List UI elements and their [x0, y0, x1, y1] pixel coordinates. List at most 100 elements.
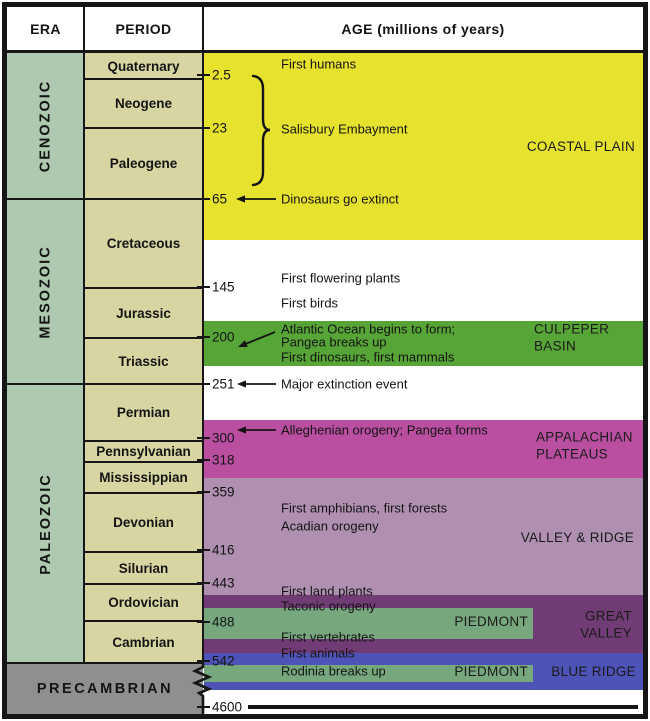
- event-text: First flowering plants: [281, 270, 401, 286]
- period-label: Triassic: [118, 353, 169, 369]
- period-divider-line: [84, 620, 203, 623]
- tick-mark: [197, 197, 210, 201]
- tick-mark: [197, 458, 210, 462]
- tick-mark: [197, 335, 210, 339]
- period-cell-silurian: Silurian: [84, 552, 203, 584]
- era-divider-line: [7, 383, 203, 386]
- period-cell-cambrian: Cambrian: [84, 621, 203, 663]
- period-label: Devonian: [113, 515, 174, 530]
- period-cell-triassic: Triassic: [84, 338, 203, 384]
- period-label: Neogene: [114, 96, 172, 111]
- period-label: Quaternary: [107, 58, 180, 74]
- tick-label-251: 251: [212, 376, 235, 392]
- period-label: Silurian: [118, 560, 169, 576]
- province-label-line: VALLEY & RIDGE: [520, 529, 634, 545]
- province-label-line: BASIN: [534, 338, 577, 353]
- period-divider-line: [84, 461, 203, 464]
- period-divider-line: [84, 127, 203, 130]
- tick-label-488: 488: [212, 614, 235, 630]
- period-divider-line: [84, 551, 203, 554]
- tick-label-300: 300: [212, 430, 235, 446]
- period-cell-devonian: Devonian: [84, 493, 203, 552]
- piedmont-upper-label: PIEDMONT: [454, 614, 528, 631]
- period-label: Mississippian: [99, 470, 188, 485]
- great-valley-label: GREAT VALLEY: [580, 609, 632, 642]
- tick-mark: [197, 581, 210, 585]
- period-label: Cambrian: [112, 634, 175, 650]
- province-label-line: BLUE RIDGE: [551, 663, 636, 679]
- period-label: Ordovician: [108, 595, 179, 610]
- event-text: First amphibians, first forests: [281, 500, 448, 516]
- band-piedmont-lower: [204, 665, 533, 682]
- event-text: Rodinia breaks up: [281, 663, 386, 679]
- period-label: Paleogene: [109, 156, 178, 171]
- era-cell-cenozoic: CENOZOIC: [7, 53, 84, 199]
- period-label: Pennsylvanian: [96, 444, 191, 459]
- precambrian-top-line: [7, 662, 203, 665]
- tick-label-2.5: 2.5: [212, 67, 231, 83]
- coastal-plain-label: COASTAL PLAIN: [527, 139, 635, 156]
- period-label: Cretaceous: [106, 236, 181, 251]
- event-text: Salisbury Embayment: [281, 121, 408, 137]
- tick-mark: [197, 436, 210, 440]
- tick-label-200: 200: [212, 329, 235, 345]
- period-cell-jurassic: Jurassic: [84, 288, 203, 338]
- province-label-line: CULPEPER: [534, 321, 610, 337]
- province-label-line: APPALACHIAN: [536, 429, 633, 445]
- period-cell-quaternary: Quaternary: [84, 53, 203, 79]
- period-cell-ordovician: Ordovician: [84, 584, 203, 621]
- blue-ridge-label: BLUE RIDGE: [551, 664, 636, 681]
- age-4600-line: [248, 705, 638, 709]
- event-text: First birds: [281, 295, 339, 311]
- period-cell-permian: Permian: [84, 384, 203, 441]
- tick-label-145: 145: [212, 279, 235, 295]
- province-label-line: PIEDMONT: [454, 613, 528, 629]
- era-period-divider: [83, 7, 86, 663]
- era-divider-line: [7, 198, 203, 201]
- tick-label-542: 542: [212, 653, 235, 669]
- period-divider-line: [84, 583, 203, 586]
- tick-mark: [197, 382, 210, 386]
- period-divider-line: [84, 492, 203, 495]
- tick-mark: [197, 548, 210, 552]
- province-label-line: COASTAL PLAIN: [526, 138, 635, 154]
- event-text: Taconic orogeny: [281, 598, 376, 614]
- valley-and-ridge-label: VALLEY & RIDGE: [521, 530, 634, 547]
- event-text: First animals: [281, 645, 355, 661]
- tick-label-416: 416: [212, 542, 235, 558]
- tick-label-318: 318: [212, 452, 235, 468]
- period-divider-line: [84, 440, 203, 443]
- tick-label-65: 65: [212, 191, 228, 207]
- precambrian-label: PRECAMBRIAN: [36, 680, 174, 697]
- period-cell-cretaceous: Cretaceous: [84, 199, 203, 288]
- tick-mark: [197, 659, 210, 663]
- province-label-line: VALLEY: [580, 625, 632, 640]
- culpeper-basin-label: CULPEPER BASIN: [534, 322, 609, 355]
- tick-label-359: 359: [212, 484, 235, 500]
- tick-mark: [197, 285, 210, 289]
- event-text: First land plants: [281, 583, 373, 599]
- timeline-axis: [202, 7, 205, 663]
- era-column-header: ERA: [7, 7, 84, 50]
- tick-mark: [197, 490, 210, 494]
- period-cell-mississippian: Mississippian: [84, 462, 203, 493]
- band-culpeper-basin: [204, 321, 643, 366]
- event-text: Dinosaurs go extinct: [281, 191, 399, 207]
- age-column-header: AGE (millions of years): [203, 7, 643, 50]
- appalachian-plateaus-label: APPALACHIAN PLATEAUS: [536, 430, 633, 463]
- period-cell-paleogene: Paleogene: [84, 128, 203, 199]
- province-label-line: PIEDMONT: [454, 663, 528, 679]
- event-text: Acadian orogeny: [281, 518, 379, 534]
- period-label: Jurassic: [116, 305, 171, 321]
- era-cell-paleozoic: PALEOZOIC: [7, 384, 84, 663]
- period-cell-neogene: Neogene: [84, 79, 203, 128]
- period-column-header: PERIOD: [84, 7, 203, 50]
- band-appalachian-plateaus: [204, 420, 643, 478]
- tick-mark: [197, 620, 210, 624]
- tick-label-443: 443: [212, 575, 235, 591]
- period-divider-line: [84, 337, 203, 340]
- band-valley-and-ridge: [204, 478, 643, 595]
- province-label-line: GREAT: [584, 608, 632, 624]
